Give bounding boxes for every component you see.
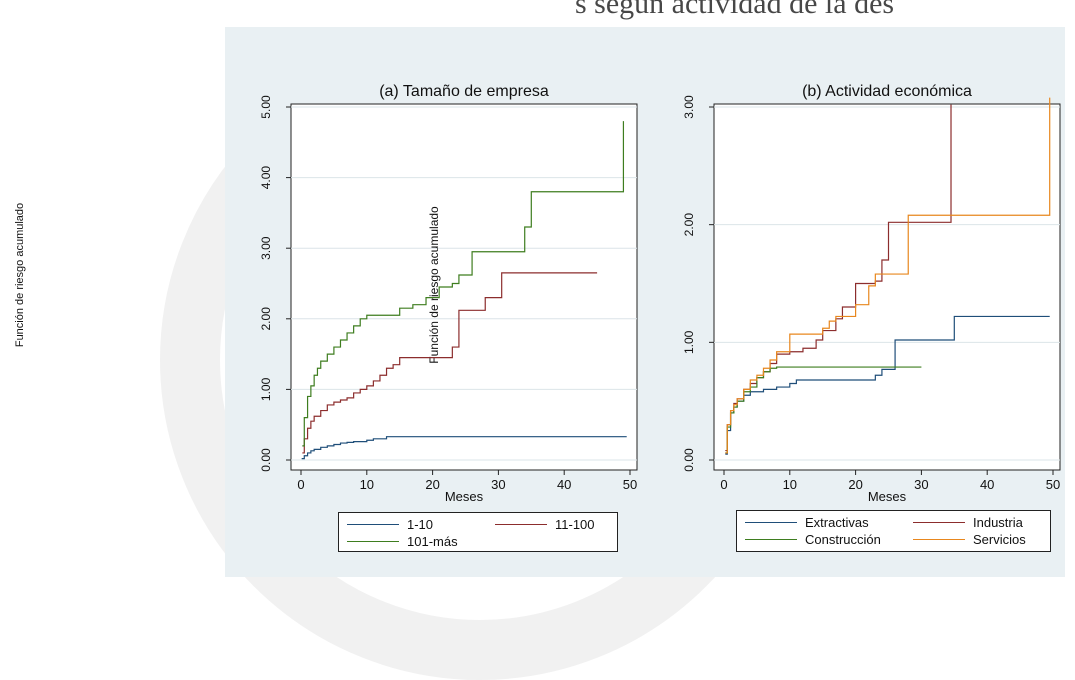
chart-a-legend-swatch — [347, 523, 399, 525]
chart-a-xtick-label-2: 20 — [425, 477, 439, 492]
chart-a-series-11-100 — [302, 272, 598, 454]
chart-b-plot-area — [713, 103, 1061, 471]
chart-a-ytick-label-5: 5.00 — [259, 95, 273, 119]
chart-b-ytick-label-3: 3.00 — [682, 95, 696, 119]
page-caption: s según actividad de la des — [575, 0, 895, 20]
legend-a: 1-10 11-100 101-más — [338, 512, 618, 552]
chart-b-ytick-label-2: 2.00 — [682, 213, 696, 237]
legend-b: Extractivas Industria Construcción Servicio… — [736, 510, 1051, 552]
chart-b-legend-item: Construcción — [745, 531, 881, 547]
chart-a-plot-area — [290, 103, 638, 471]
chart-a-ytick-label-4: 4.00 — [259, 166, 273, 190]
chart-b-series-servicios — [725, 97, 1051, 454]
chart-b-title: (b) Actividad económica — [802, 83, 972, 100]
chart-a-xtick-label-4: 40 — [557, 477, 571, 492]
chart-a-legend-item: 11-100 — [495, 516, 595, 532]
chart-a-ytick-label-1: 1.00 — [259, 377, 273, 401]
chart-a-ytick-label-0: 0.00 — [259, 448, 273, 472]
chart-a-xtick-label-0: 0 — [297, 477, 304, 492]
chart-b-legend-label: Industria — [973, 514, 1023, 530]
chart-a-legend-label: 101-más — [407, 533, 458, 549]
chart-a-legend-swatch — [347, 540, 399, 542]
chart-b-xtick-label-0: 0 — [720, 477, 727, 492]
chart-b-legend-swatch — [745, 521, 797, 523]
chart-b-ytick-label-0: 0.00 — [682, 448, 696, 472]
chart-a-legend-swatch — [495, 523, 547, 525]
chart-a-ytick-label-3: 3.00 — [259, 236, 273, 260]
chart-b-legend-item: Industria — [913, 514, 1023, 530]
chart-b-xlabel: Meses — [868, 489, 907, 504]
chart-a-xtick-label-1: 10 — [360, 477, 374, 492]
chart-b-legend-label: Extractivas — [805, 514, 869, 530]
chart-a-series-1-10 — [301, 436, 627, 460]
chart-b-legend-label: Servicios — [973, 531, 1026, 547]
chart-b-xtick-label-2: 20 — [848, 477, 862, 492]
chart-a-ylabel: Función de riesgo acumulado — [427, 206, 441, 364]
chart-a-legend-item: 101-más — [347, 533, 458, 549]
chart-b-legend-swatch — [913, 521, 965, 523]
chart-a-xtick-label-5: 50 — [623, 477, 637, 492]
chart-a-xlabel: Meses — [445, 489, 484, 504]
chart-a-legend-item: 1-10 — [347, 516, 433, 532]
chart-b-legend-label: Construcción — [805, 531, 881, 547]
chart-a-legend-label: 11-100 — [555, 516, 595, 532]
chart-b-xtick-label-1: 10 — [783, 477, 797, 492]
chart-b-xtick-label-3: 30 — [914, 477, 928, 492]
chart-a-title: (a) Tamaño de empresa — [379, 83, 549, 100]
chart-a-xtick-label-3: 30 — [491, 477, 505, 492]
chart-b-legend-item: Extractivas — [745, 514, 869, 530]
chart-a-legend-label: 1-10 — [407, 516, 434, 532]
chart-b-xtick-label-4: 40 — [980, 477, 994, 492]
chart-b-xtick-label-5: 50 — [1046, 477, 1060, 492]
chart-a-ytick-label-2: 2.00 — [259, 307, 273, 331]
chart-b-legend-swatch — [913, 538, 965, 540]
chart-b-legend-swatch — [745, 538, 797, 540]
chart-a-series-101-m-s — [302, 121, 625, 447]
chart-b-ytick-label-1: 1.00 — [682, 330, 696, 354]
chart-canvas: 0.00 1.00 2.00 3.00 4.00 5.00 0 10 20 30 40 50 (a) T… — [259, 83, 1061, 504]
chart-b-legend-item: Servicios — [913, 531, 1026, 547]
